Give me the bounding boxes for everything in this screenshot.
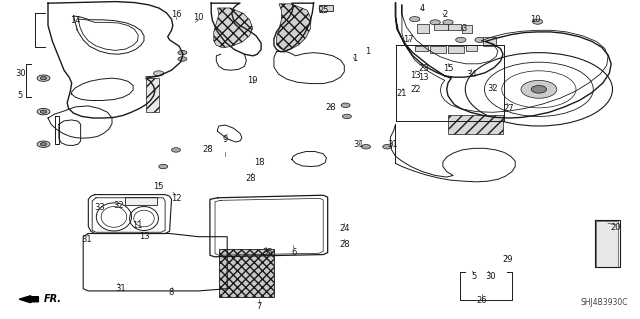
Text: 21: 21 [397,89,407,98]
Text: 5: 5 [18,91,23,100]
Text: 12: 12 [171,194,181,203]
Text: 13: 13 [419,73,429,82]
Text: 28: 28 [325,103,335,112]
Circle shape [40,110,47,113]
Circle shape [342,114,351,119]
Circle shape [532,19,543,24]
Text: 34: 34 [467,70,477,78]
Text: 26: 26 [477,296,487,305]
Circle shape [37,141,50,147]
FancyBboxPatch shape [466,45,477,51]
Text: 15: 15 [154,182,164,191]
Text: 7: 7 [257,302,262,311]
Text: 31: 31 [387,140,397,149]
Circle shape [410,17,420,22]
Text: 19: 19 [248,76,258,85]
Text: 4: 4 [420,4,425,13]
Text: 23: 23 [419,64,429,73]
Polygon shape [276,4,311,50]
Circle shape [178,57,187,61]
Text: SHJ4B3930C: SHJ4B3930C [581,298,628,307]
Text: 11: 11 [132,221,143,230]
Text: 6: 6 [292,248,297,256]
FancyBboxPatch shape [430,46,446,53]
Text: 16: 16 [171,10,181,19]
Text: 9: 9 [223,135,228,144]
Text: 32: 32 [113,201,124,210]
Polygon shape [596,221,618,267]
Polygon shape [125,197,157,205]
Polygon shape [448,115,503,134]
Text: 2: 2 [442,10,447,19]
FancyBboxPatch shape [417,24,429,33]
FancyBboxPatch shape [415,46,428,51]
Text: 33: 33 [94,204,104,212]
Text: 13: 13 [139,232,149,241]
Circle shape [443,20,453,25]
Text: 31: 31 [115,284,125,293]
Text: 22: 22 [410,85,420,94]
Circle shape [362,145,371,149]
Text: 35: 35 [262,248,273,257]
FancyBboxPatch shape [483,37,496,46]
Polygon shape [146,78,159,112]
Text: 28: 28 [203,145,213,154]
Text: 30: 30 [15,69,26,78]
Polygon shape [319,5,333,11]
Circle shape [159,164,168,169]
Text: 10: 10 [193,13,204,22]
Circle shape [40,77,47,80]
Circle shape [383,145,392,149]
Text: 28: 28 [246,174,256,183]
Circle shape [341,103,350,108]
Circle shape [178,50,187,55]
Text: 17: 17 [403,35,413,44]
Text: 28: 28 [339,240,349,249]
Text: 13: 13 [410,71,420,80]
Text: 27: 27 [504,104,514,113]
Circle shape [430,20,440,25]
Text: 15: 15 [443,64,453,73]
FancyArrow shape [19,296,38,303]
Text: 30: 30 [485,272,495,281]
Circle shape [37,75,50,81]
FancyBboxPatch shape [448,24,461,30]
Circle shape [531,85,547,93]
Circle shape [521,80,557,98]
Text: 3: 3 [461,24,467,33]
Text: 18: 18 [255,158,265,167]
Text: 14: 14 [70,16,81,25]
Text: 10: 10 [530,15,540,24]
Text: 8: 8 [169,288,174,297]
Circle shape [37,108,50,115]
FancyBboxPatch shape [462,25,472,33]
Text: 20: 20 [611,223,621,232]
Circle shape [475,37,485,42]
Circle shape [456,37,466,42]
Circle shape [172,148,180,152]
Text: FR.: FR. [44,294,61,304]
Text: 1: 1 [365,47,371,56]
FancyBboxPatch shape [434,24,448,30]
Circle shape [40,143,47,146]
Text: 31: 31 [354,140,364,149]
Text: 24: 24 [339,224,349,233]
FancyBboxPatch shape [448,46,464,53]
Text: 25: 25 [318,6,328,15]
Text: 31: 31 [81,235,92,244]
Circle shape [154,71,164,76]
Text: 32: 32 [488,84,498,93]
Polygon shape [214,8,253,48]
Text: 29: 29 [502,256,513,264]
Polygon shape [219,249,274,297]
Text: 1: 1 [353,54,358,63]
Text: 5: 5 [471,272,476,281]
